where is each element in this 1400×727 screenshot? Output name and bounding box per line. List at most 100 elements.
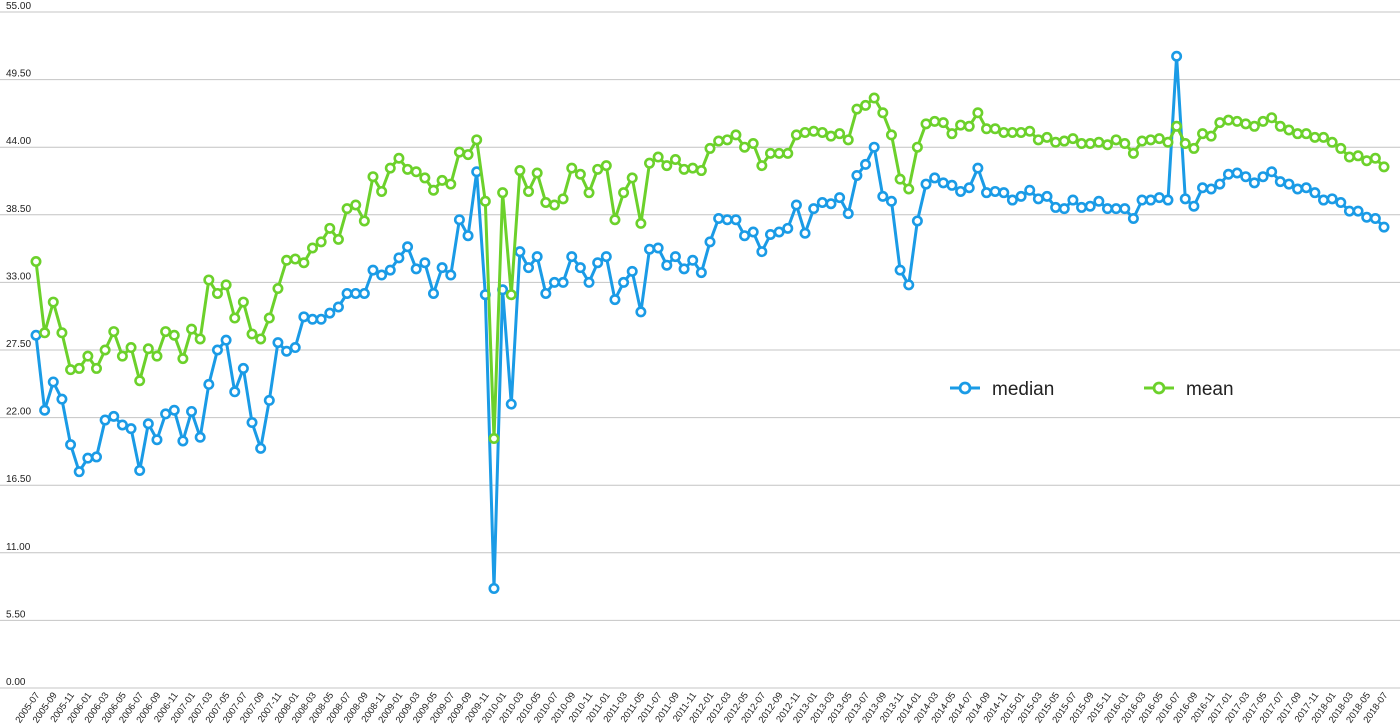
data-point-mean xyxy=(246,328,258,340)
data-point-mean xyxy=(307,242,319,254)
data-point-median xyxy=(1171,50,1183,62)
data-point-mean xyxy=(868,92,880,104)
data-point-median xyxy=(514,246,526,258)
data-point-median xyxy=(307,313,319,325)
data-point-mean xyxy=(298,257,310,269)
data-point-mean xyxy=(1214,117,1226,129)
data-point-mean xyxy=(315,236,327,248)
data-point-mean xyxy=(713,135,725,147)
data-point-mean xyxy=(289,253,301,265)
data-point-mean xyxy=(695,165,707,177)
data-point-median xyxy=(1343,205,1355,217)
data-point-median xyxy=(790,199,802,211)
data-point-median xyxy=(1292,183,1304,195)
data-point-median xyxy=(298,311,310,323)
data-point-mean xyxy=(229,312,241,324)
data-point-mean xyxy=(1171,120,1183,132)
data-point-median xyxy=(1283,178,1295,190)
data-point-mean xyxy=(177,353,189,365)
data-point-median xyxy=(635,306,647,318)
data-point-median xyxy=(1084,200,1096,212)
data-point-mean xyxy=(963,120,975,132)
data-point-median xyxy=(1257,171,1269,183)
data-point-mean xyxy=(626,172,638,184)
data-point-mean xyxy=(1274,120,1286,132)
data-point-mean xyxy=(1032,134,1044,146)
data-point-median xyxy=(341,287,353,299)
data-point-mean xyxy=(730,129,742,141)
data-point-mean xyxy=(1162,136,1174,148)
data-point-median xyxy=(1197,182,1209,194)
data-point-mean xyxy=(142,343,154,355)
data-point-median xyxy=(1240,171,1252,183)
data-point-mean xyxy=(885,129,897,141)
data-point-mean xyxy=(618,187,630,199)
data-point-median xyxy=(1145,194,1157,206)
data-point-mean xyxy=(410,166,422,178)
data-point-mean xyxy=(194,333,206,345)
data-point-median xyxy=(350,287,362,299)
data-point-median xyxy=(108,410,120,422)
data-point-mean xyxy=(877,107,889,119)
data-point-median xyxy=(134,464,146,476)
data-point-mean xyxy=(341,203,353,215)
y-tick-label: 38.50 xyxy=(6,204,31,215)
data-point-mean xyxy=(211,287,223,299)
data-point-mean xyxy=(220,279,232,291)
data-point-median xyxy=(955,185,967,197)
legend-label-median: median xyxy=(992,379,1054,400)
data-point-mean xyxy=(65,364,77,376)
data-point-mean xyxy=(1326,136,1338,148)
y-tick-label: 16.50 xyxy=(6,474,31,485)
data-point-median xyxy=(929,172,941,184)
data-point-median xyxy=(1093,195,1105,207)
data-point-mean xyxy=(1231,115,1243,127)
data-point-median xyxy=(419,257,431,269)
data-point-median xyxy=(186,405,198,417)
data-point-mean xyxy=(1248,120,1260,132)
series-median xyxy=(30,50,1390,594)
data-point-mean xyxy=(1361,155,1373,167)
data-point-median xyxy=(324,307,336,319)
data-point-median xyxy=(1188,200,1200,212)
data-point-mean xyxy=(1188,142,1200,154)
data-point-mean xyxy=(1136,135,1148,147)
data-point-median xyxy=(747,226,759,238)
data-point-mean xyxy=(531,167,543,179)
data-point-mean xyxy=(73,362,85,374)
data-point-median xyxy=(860,158,872,170)
data-point-mean xyxy=(376,185,388,197)
y-tick-label: 11.00 xyxy=(6,542,31,553)
data-point-mean xyxy=(125,342,137,354)
data-point-mean xyxy=(583,187,595,199)
y-tick-label: 0.00 xyxy=(6,677,26,688)
data-point-median xyxy=(592,257,604,269)
data-point-mean xyxy=(721,134,733,146)
data-point-median xyxy=(1205,183,1217,195)
data-point-median xyxy=(669,251,681,263)
data-point-median xyxy=(1248,177,1260,189)
data-point-mean xyxy=(1378,161,1390,173)
data-point-mean xyxy=(860,99,872,111)
data-point-mean xyxy=(453,146,465,158)
data-point-median xyxy=(402,241,414,253)
data-point-median xyxy=(1076,201,1088,213)
data-point-median xyxy=(453,214,465,226)
data-point-median xyxy=(255,442,267,454)
data-point-mean xyxy=(350,199,362,211)
data-point-median xyxy=(289,342,301,354)
data-point-mean xyxy=(1240,118,1252,130)
data-point-median xyxy=(713,212,725,224)
data-point-median xyxy=(488,582,500,594)
data-point-median xyxy=(436,262,448,274)
y-axis: 0.00 5.50 11.00 16.50 22.00 27.50 33.00 38.50 44… xyxy=(6,1,31,688)
data-point-mean xyxy=(108,326,120,338)
data-point-median xyxy=(963,182,975,194)
data-point-median xyxy=(211,344,223,356)
data-point-mean xyxy=(82,350,94,362)
data-point-median xyxy=(834,192,846,204)
data-point-median xyxy=(574,262,586,274)
data-point-mean xyxy=(1197,128,1209,140)
data-point-mean xyxy=(1015,126,1027,138)
